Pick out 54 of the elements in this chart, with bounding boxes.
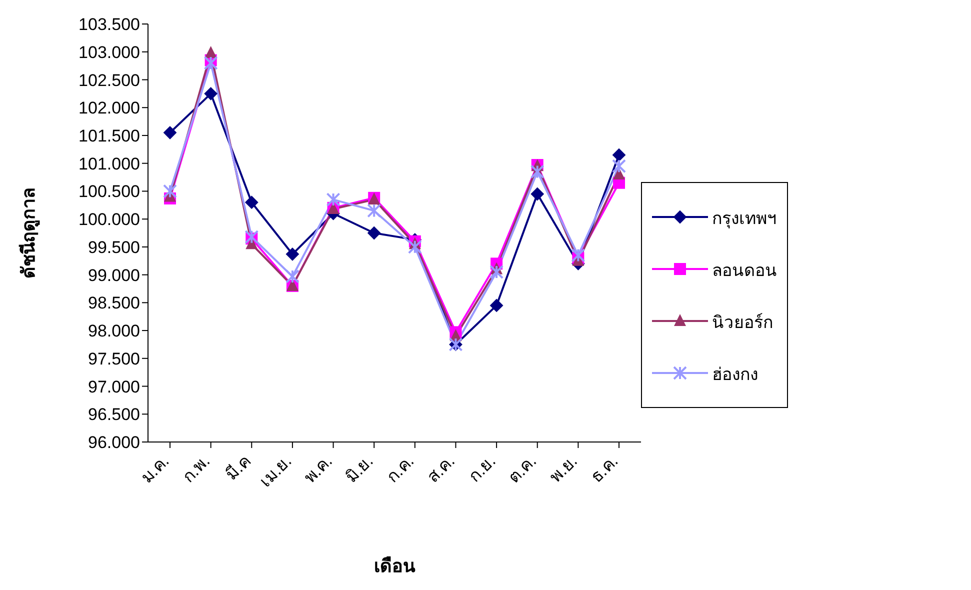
- x-tick-label: ก.พ.: [178, 451, 214, 486]
- point: [530, 164, 544, 179]
- point: [204, 46, 217, 58]
- y-tick-label: 98.000: [88, 322, 140, 341]
- point: [326, 192, 340, 207]
- y-tick-label: 100.500: [78, 182, 140, 202]
- x-tick-label: มิ.ย.: [342, 451, 377, 486]
- y-tick-label: 103.000: [78, 42, 140, 62]
- legend-label: ฮ่องกง: [712, 364, 758, 386]
- y-tick-label: 101.000: [78, 154, 140, 174]
- y-tick-label: 99.500: [88, 238, 140, 257]
- y-tick-label: 98.500: [88, 294, 140, 313]
- y-axis-title: ดัชนีฤดูกาล: [18, 188, 40, 278]
- point: [244, 230, 259, 244]
- legend-label: ลอนดอน: [712, 260, 777, 282]
- y-tick-label: 96.500: [88, 405, 140, 424]
- x-tick-label: พ.ย.: [546, 451, 582, 486]
- y-tick-label: 100.000: [78, 210, 140, 230]
- y-tick-label: 99.000: [88, 266, 140, 285]
- y-tick-label: 96.000: [88, 433, 140, 452]
- point: [245, 196, 258, 209]
- y-tick-label: 102.500: [78, 70, 140, 90]
- point: [285, 269, 300, 284]
- point: [408, 240, 422, 254]
- y-tick-label: 101.500: [78, 126, 140, 146]
- legend-label: นิวยอร์ก: [712, 312, 773, 334]
- x-tick-label: ธ.ค.: [586, 451, 622, 486]
- point: [530, 187, 544, 200]
- y-tick-label: 103.500: [78, 15, 140, 34]
- legend-label: กรุงเทพฯ: [712, 208, 777, 230]
- x-tick-label: มี.ค: [222, 451, 254, 484]
- point: [163, 184, 177, 198]
- point: [286, 248, 299, 261]
- x-axis-title: เดือน: [374, 556, 416, 576]
- y-tick-label: 97.000: [88, 377, 140, 396]
- point: [490, 265, 504, 280]
- point: [612, 148, 626, 162]
- x-tick-label: ม.ค.: [137, 451, 173, 488]
- x-tick-label: เม.ย.: [256, 451, 296, 491]
- x-tick-label: ต.ค.: [504, 451, 540, 488]
- y-tick-label: 102.000: [78, 98, 140, 118]
- point: [612, 159, 626, 174]
- point: [164, 126, 176, 140]
- x-tick-label: พ.ค.: [300, 451, 336, 488]
- y-tick-label: 97.500: [88, 349, 140, 368]
- point: [490, 298, 504, 312]
- point: [571, 248, 586, 262]
- point: [367, 204, 382, 218]
- point: [368, 226, 381, 240]
- point: [204, 87, 218, 100]
- x-tick-label: ก.ย.: [465, 451, 500, 486]
- point: [204, 56, 218, 70]
- x-tick-label: ส.ค.: [424, 451, 459, 486]
- x-tick-label: ก.ค.: [382, 451, 418, 486]
